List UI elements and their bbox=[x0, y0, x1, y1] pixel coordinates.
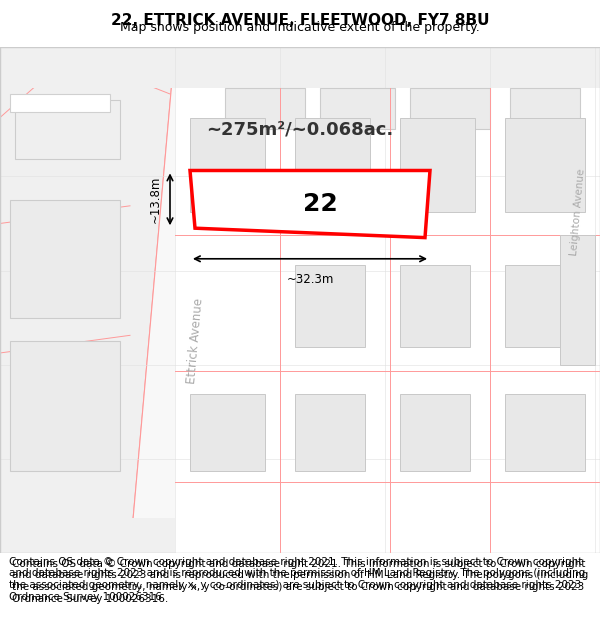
Text: 22, ETTRICK AVENUE, FLEETWOOD, FY7 8BU: 22, ETTRICK AVENUE, FLEETWOOD, FY7 8BU bbox=[111, 13, 489, 28]
Bar bbox=[295, 394, 365, 471]
Bar bbox=[410, 88, 490, 129]
Bar bbox=[510, 88, 580, 129]
Polygon shape bbox=[175, 88, 600, 553]
Bar bbox=[10, 341, 120, 471]
Bar bbox=[560, 235, 595, 365]
Bar bbox=[190, 118, 265, 212]
Bar bbox=[505, 118, 585, 212]
Text: ~32.3m: ~32.3m bbox=[286, 273, 334, 286]
Text: ~13.8m: ~13.8m bbox=[149, 176, 162, 223]
Bar bbox=[400, 264, 470, 347]
Text: 22: 22 bbox=[302, 192, 337, 216]
Bar bbox=[190, 394, 265, 471]
Bar bbox=[320, 88, 395, 129]
Text: Contains OS data © Crown copyright and database right 2021. This information is : Contains OS data © Crown copyright and d… bbox=[9, 557, 585, 601]
Polygon shape bbox=[190, 171, 430, 238]
Polygon shape bbox=[0, 518, 600, 553]
Bar bbox=[15, 100, 120, 159]
Text: ~275m²/~0.068ac.: ~275m²/~0.068ac. bbox=[206, 120, 394, 138]
Text: Ettrick Avenue: Ettrick Avenue bbox=[185, 298, 205, 384]
Text: Contains OS data © Crown copyright and database right 2021. This information is : Contains OS data © Crown copyright and d… bbox=[12, 559, 588, 604]
Bar bbox=[225, 88, 305, 129]
Bar bbox=[295, 118, 370, 212]
Text: Map shows position and indicative extent of the property.: Map shows position and indicative extent… bbox=[120, 21, 480, 34]
Bar bbox=[505, 394, 585, 471]
Bar bbox=[400, 394, 470, 471]
Polygon shape bbox=[130, 47, 220, 553]
Text: Leighton Avenue: Leighton Avenue bbox=[569, 168, 587, 256]
Polygon shape bbox=[0, 47, 600, 88]
Bar bbox=[400, 118, 475, 212]
Bar bbox=[295, 264, 365, 347]
Bar bbox=[505, 264, 585, 347]
Bar bbox=[10, 94, 110, 112]
Bar bbox=[10, 200, 120, 318]
